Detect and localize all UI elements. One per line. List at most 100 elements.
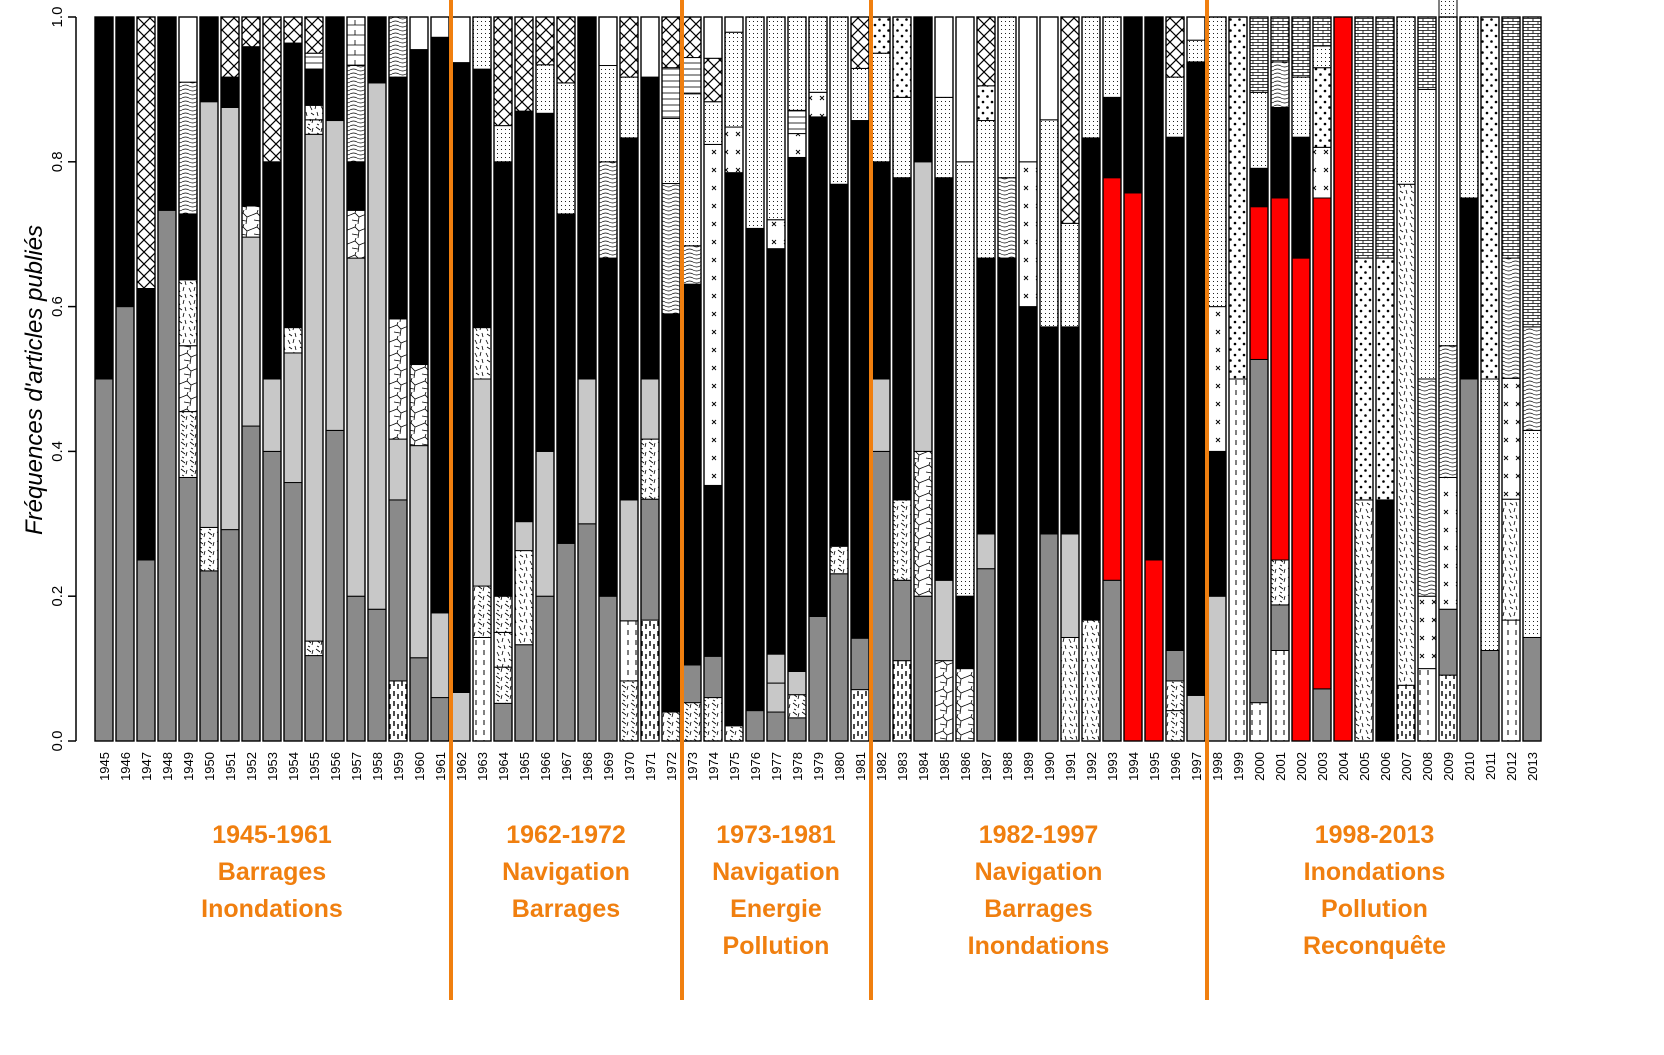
bar-outline (472, 16, 492, 742)
bar-1984 (913, 16, 933, 742)
bar-segment (1438, 345, 1458, 478)
bar-segment (1312, 197, 1332, 690)
bar-outline (115, 16, 135, 742)
bar-1959 (388, 16, 408, 742)
bar-segment (661, 117, 681, 185)
bar-2004 (1333, 16, 1353, 742)
bar-outline (808, 16, 828, 742)
bar-segment (934, 579, 954, 662)
period-label-1: 1945-1961 Barrages Inondations (201, 821, 343, 923)
bar-segment (640, 438, 660, 500)
bar-outline (892, 16, 912, 742)
bar-segment (1207, 306, 1227, 452)
bar-segment (304, 119, 324, 135)
bar-segment (913, 161, 933, 452)
period-label-4: 1982-1997 Navigation Barrages Inondations (968, 821, 1110, 960)
bar-segment (1291, 16, 1311, 78)
bar-segment (472, 636, 492, 742)
bar-outline (703, 16, 723, 742)
bar-2002 (1291, 16, 1311, 742)
bar-segment (1165, 76, 1185, 138)
bar-segment (1060, 16, 1080, 224)
bar-1968 (577, 16, 597, 742)
bar-outline (1354, 16, 1374, 742)
bar-outline (1228, 16, 1248, 742)
bar-segment (556, 16, 576, 84)
period-line: 1998-2013 (1315, 821, 1435, 849)
x-tick-label: 1955 (307, 752, 322, 781)
x-tick-label: 2003 (1315, 752, 1330, 781)
bar-segment (178, 345, 198, 413)
bar-1971 (640, 16, 660, 742)
x-tick-label: 1960 (412, 752, 427, 781)
bar-segment (178, 81, 198, 215)
period-line: Navigation (502, 858, 630, 886)
bar-1980 (829, 16, 849, 742)
bar-segment (955, 16, 975, 163)
bar-outline (199, 16, 219, 742)
bar-segment (619, 680, 639, 742)
bar-segment (1438, 476, 1458, 610)
bar-1981 (850, 16, 870, 742)
bar-outline (766, 16, 786, 742)
period-line: Barrages (984, 895, 1092, 923)
bar-segment (640, 378, 660, 440)
bar-outline (1123, 16, 1143, 742)
bar-segment (220, 529, 240, 742)
bar-outline (1060, 16, 1080, 742)
bar-segment (493, 666, 513, 704)
bar-segment (409, 445, 429, 659)
bar-outline (787, 16, 807, 742)
bar-segment (409, 364, 429, 447)
bar-1978 (787, 16, 807, 742)
bar-outline (1249, 16, 1269, 742)
bar-outline (178, 16, 198, 742)
bar-segment (892, 96, 912, 179)
bar-outline (157, 16, 177, 742)
bar-segment (1102, 177, 1122, 581)
bar-1983 (892, 16, 912, 742)
bar-segment (304, 133, 324, 642)
bar-segment (1060, 326, 1080, 535)
bar-2001 (1270, 16, 1290, 742)
bar-outline (1081, 16, 1101, 742)
bar-segment (1228, 378, 1248, 742)
x-tick-label: 1949 (181, 752, 196, 781)
bar-segment (220, 76, 240, 109)
bar-1965 (514, 16, 534, 742)
bar-segment (157, 209, 177, 742)
bar-segment (1165, 710, 1185, 742)
bar-outline (1039, 16, 1059, 742)
bar-segment (682, 16, 702, 59)
bar-segment (346, 257, 366, 597)
bar-segment (262, 161, 282, 380)
bar-1988 (997, 16, 1017, 742)
bar-segment (829, 545, 849, 575)
bar-2000 (1249, 16, 1269, 742)
x-tick-label: 1991 (1063, 752, 1078, 781)
bar-segment (682, 57, 702, 95)
bar-outline (556, 16, 576, 742)
bar-segment (976, 533, 996, 570)
bar-segment (745, 227, 765, 712)
x-tick-label: 1985 (937, 752, 952, 781)
bar-segment (598, 65, 618, 163)
x-tick-label: 1968 (580, 752, 595, 781)
bar-segment (1438, 608, 1458, 676)
x-tick-label: 1959 (391, 752, 406, 781)
bar-segment (1522, 636, 1542, 742)
x-tick-label: 1986 (958, 752, 973, 781)
bar-segment (934, 96, 954, 179)
bar-segment (829, 573, 849, 742)
bar-segment (388, 16, 408, 78)
bar-segment (598, 595, 618, 742)
bar-1951 (220, 16, 240, 742)
bar-segment (199, 570, 219, 742)
bar-segment (892, 16, 912, 98)
y-tick-label: 0.6 (49, 296, 66, 317)
x-tick-label: 1989 (1021, 752, 1036, 781)
bar-segment (1081, 619, 1101, 742)
bar-segment (178, 411, 198, 478)
period-line: 1962-1972 (506, 821, 626, 849)
bar-1955 (304, 16, 324, 742)
